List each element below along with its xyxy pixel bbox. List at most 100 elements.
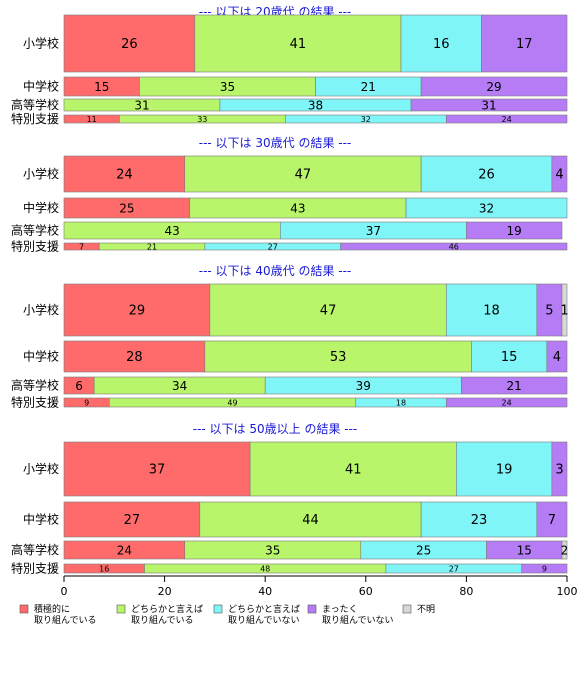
category-label: 高等学校 bbox=[11, 542, 59, 557]
legend-label: 積極的に bbox=[34, 603, 70, 615]
category-label: 小学校 bbox=[23, 461, 59, 476]
group-title: --- 以下は 50歳以上 の結果 --- bbox=[193, 422, 358, 436]
bar-segment bbox=[521, 563, 568, 574]
data-label: 27 bbox=[124, 513, 141, 528]
bar-segment bbox=[400, 14, 482, 73]
category-label: 特別支援 bbox=[11, 239, 59, 254]
data-label: 7 bbox=[79, 242, 84, 251]
bar-segment bbox=[445, 397, 568, 408]
data-label: 44 bbox=[302, 513, 319, 528]
bar-segment bbox=[420, 155, 553, 193]
data-label: 18 bbox=[483, 304, 500, 319]
data-label: 24 bbox=[117, 543, 132, 557]
data-label: 48 bbox=[260, 564, 270, 573]
data-label: 21 bbox=[147, 242, 157, 251]
data-label: 41 bbox=[290, 37, 307, 52]
bar-segment bbox=[466, 221, 563, 240]
data-label: 24 bbox=[502, 115, 512, 124]
data-label: 37 bbox=[366, 224, 381, 238]
data-label: 49 bbox=[227, 398, 237, 407]
x-tick-label: 40 bbox=[258, 585, 272, 598]
data-label: 26 bbox=[478, 168, 495, 183]
data-label: 32 bbox=[361, 115, 371, 124]
category-label: 小学校 bbox=[23, 166, 59, 181]
category-label: 中学校 bbox=[23, 79, 59, 94]
data-label: 29 bbox=[129, 304, 146, 319]
group-title: --- 以下は 30歳代 の結果 --- bbox=[199, 136, 352, 150]
bar-segment bbox=[551, 441, 568, 497]
legend-swatch bbox=[213, 604, 223, 614]
x-tick-label: 0 bbox=[61, 585, 68, 598]
bar-segment bbox=[199, 501, 422, 538]
x-tick-label: 80 bbox=[459, 585, 473, 598]
legend-label: 取り組んでいない bbox=[322, 614, 394, 626]
category-label: 小学校 bbox=[23, 36, 59, 51]
bar-segment bbox=[461, 376, 568, 395]
data-label: 31 bbox=[481, 98, 496, 112]
data-label: 5 bbox=[545, 304, 553, 319]
bar-segment bbox=[249, 441, 457, 497]
data-label: 29 bbox=[486, 80, 501, 94]
bar-segment bbox=[481, 14, 568, 73]
data-label: 21 bbox=[507, 379, 522, 393]
legend-swatch bbox=[402, 604, 412, 614]
legend-label: 取り組んでいる bbox=[34, 614, 97, 626]
data-label: 9 bbox=[542, 564, 547, 573]
bar-segment bbox=[546, 340, 568, 373]
bar-segment bbox=[420, 501, 538, 538]
data-label: 15 bbox=[501, 350, 518, 365]
data-label: 35 bbox=[220, 80, 235, 94]
data-label: 25 bbox=[416, 543, 431, 557]
data-label: 43 bbox=[165, 224, 180, 238]
category-label: 中学校 bbox=[23, 200, 59, 215]
bar-segment bbox=[471, 340, 548, 373]
data-label: 23 bbox=[471, 513, 488, 528]
bar-segment bbox=[63, 340, 206, 373]
data-label: 15 bbox=[517, 543, 532, 557]
legend-label: どちらかと言えば bbox=[228, 603, 300, 615]
data-label: 28 bbox=[126, 350, 143, 365]
bar-segment bbox=[551, 155, 568, 193]
data-label: 39 bbox=[356, 379, 371, 393]
bar-segment bbox=[63, 441, 251, 497]
legend-label: 取り組んでいない bbox=[228, 614, 300, 626]
legend-swatch bbox=[116, 604, 126, 614]
data-label: 21 bbox=[361, 80, 376, 94]
bar-segment bbox=[410, 98, 568, 112]
bar-segment bbox=[63, 155, 186, 193]
data-label: 25 bbox=[119, 201, 134, 215]
data-label: 46 bbox=[449, 242, 459, 251]
data-label: 4 bbox=[555, 168, 563, 183]
category-label: 中学校 bbox=[23, 349, 59, 364]
bar-segment bbox=[63, 14, 196, 73]
data-label: 24 bbox=[116, 168, 133, 183]
bar-segment bbox=[536, 283, 563, 337]
data-label: 41 bbox=[345, 463, 362, 478]
data-label: 1 bbox=[560, 304, 568, 319]
data-label: 43 bbox=[290, 201, 305, 215]
category-label: 特別支援 bbox=[11, 111, 59, 126]
data-label: 9 bbox=[84, 398, 89, 407]
bar-segment bbox=[204, 340, 472, 373]
bar-segment bbox=[445, 114, 568, 124]
data-label: 18 bbox=[396, 398, 406, 407]
data-label: 53 bbox=[330, 350, 347, 365]
data-label: 31 bbox=[134, 98, 149, 112]
data-label: 34 bbox=[172, 379, 187, 393]
bar-segment bbox=[405, 197, 568, 219]
category-label: 中学校 bbox=[23, 512, 59, 527]
x-tick-label: 100 bbox=[557, 585, 578, 598]
bar-segment bbox=[420, 76, 568, 97]
data-label: 19 bbox=[507, 224, 522, 238]
data-label: 27 bbox=[449, 564, 459, 573]
data-label: 4 bbox=[553, 350, 561, 365]
category-label: 特別支援 bbox=[11, 395, 59, 410]
data-label: 32 bbox=[479, 201, 494, 215]
data-label: 38 bbox=[308, 98, 323, 112]
data-label: 7 bbox=[548, 513, 556, 528]
bar-segment bbox=[536, 501, 568, 538]
data-label: 15 bbox=[94, 80, 109, 94]
legend-label: まったく bbox=[322, 604, 358, 615]
category-label: 小学校 bbox=[23, 302, 59, 317]
category-label: 高等学校 bbox=[11, 223, 59, 238]
